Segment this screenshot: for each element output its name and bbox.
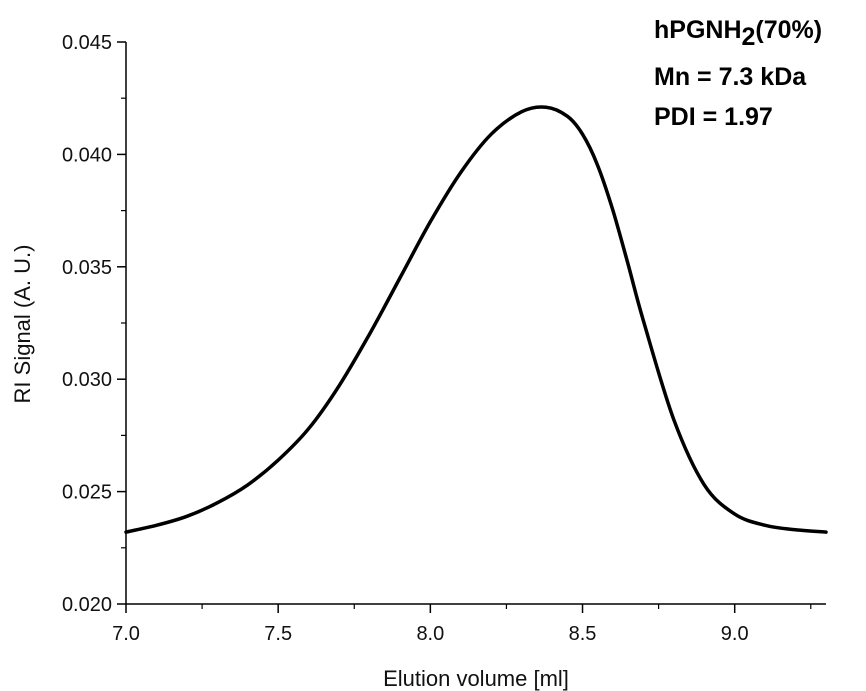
x-tick-label: 8.0	[416, 623, 444, 645]
x-tick-label: 8.5	[569, 623, 597, 645]
y-tick-label: 0.040	[62, 144, 112, 166]
y-tick-label: 0.045	[62, 32, 112, 54]
y-tick-label: 0.030	[62, 369, 112, 391]
y-axis-title: RI Signal (A. U.)	[10, 245, 35, 404]
series-layer	[124, 105, 828, 534]
y-tick-label: 0.020	[62, 594, 112, 616]
x-tick-label: 7.0	[112, 623, 140, 645]
x-axis-title: Elution volume [ml]	[383, 666, 569, 691]
series-line	[124, 105, 828, 534]
sample-label: hPGNH2(70%)	[654, 16, 823, 51]
x-axis: 7.0 7.5 8.0 8.5 9.0	[112, 604, 812, 645]
pdi-label: PDI = 1.97	[654, 103, 773, 131]
y-tick-label: 0.025	[62, 482, 112, 504]
mn-label: Mn = 7.3 kDa	[654, 63, 807, 91]
x-tick-label: 7.5	[264, 623, 292, 645]
x-tick-label: 9.0	[721, 623, 749, 645]
y-tick-label: 0.035	[62, 257, 112, 279]
y-axis: 0.020 0.025 0.030 0.035 0.040 0.045	[62, 32, 126, 616]
